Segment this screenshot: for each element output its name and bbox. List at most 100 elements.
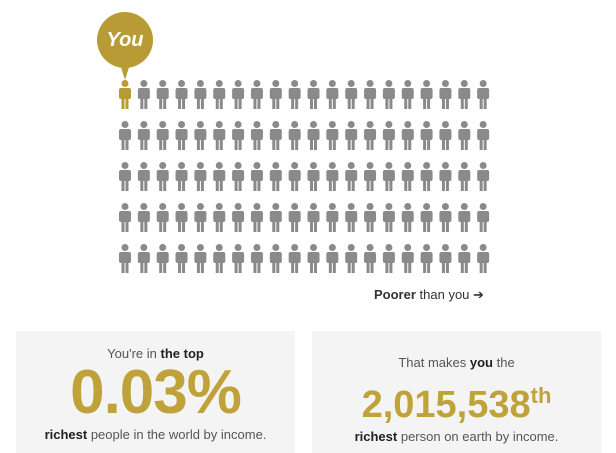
person-icon [194, 162, 207, 191]
person-icon [439, 162, 452, 191]
person-icon [420, 80, 433, 109]
rank-intro: That makes you the [398, 355, 515, 370]
person-icon [213, 121, 226, 150]
you-marker-bubble: You [97, 12, 153, 80]
person-icon [345, 80, 358, 109]
rank-value: 2,015,538th [361, 383, 552, 426]
person-icon [194, 203, 207, 232]
person-icon [288, 244, 301, 273]
person-icon [119, 121, 131, 150]
person-icon [250, 162, 263, 191]
person-icon [345, 162, 358, 191]
poorer-bold: Poorer [374, 287, 416, 302]
person-icon [364, 121, 377, 150]
person-icon [288, 80, 301, 109]
person-icon [401, 244, 414, 273]
person-icon [175, 80, 188, 109]
person-icon [477, 121, 490, 150]
person-icon [175, 121, 188, 150]
arrow-right-icon: ➔ [473, 287, 484, 302]
person-icon [156, 121, 169, 150]
person-icon [175, 162, 188, 191]
person-icon [232, 121, 245, 150]
people-grid [119, 80, 490, 273]
person-icon [439, 80, 452, 109]
person-icon [307, 80, 320, 109]
person-icon [119, 244, 131, 273]
person-icon [477, 203, 490, 232]
person-icon [326, 244, 339, 273]
person-icon [156, 244, 169, 273]
person-icon [307, 203, 320, 232]
person-icon [382, 121, 395, 150]
person-icon [382, 203, 395, 232]
top-percent-caption: richest people in the world by income. [44, 427, 267, 442]
person-icon [382, 80, 395, 109]
person-icon [401, 203, 414, 232]
person-icon [477, 162, 490, 191]
person-icon [119, 80, 131, 109]
person-icon [137, 80, 150, 109]
person-icon [439, 203, 452, 232]
person-icon [156, 162, 169, 191]
person-icon [137, 162, 150, 191]
poorer-than-you-label: Poorer than you ➔ [374, 287, 484, 303]
top-percent-value: 0.03% [70, 358, 242, 427]
person-icon [345, 121, 358, 150]
person-icon [137, 244, 150, 273]
person-icon [232, 203, 245, 232]
person-icon [213, 203, 226, 232]
person-icon [307, 121, 320, 150]
person-icon [250, 244, 263, 273]
person-icon [401, 80, 414, 109]
person-icon [477, 244, 490, 273]
person-icon [326, 162, 339, 191]
person-icon [213, 162, 226, 191]
person-icon [269, 162, 282, 191]
person-icon [213, 244, 226, 273]
person-icon [420, 244, 433, 273]
person-icon [269, 203, 282, 232]
person-icon [401, 121, 414, 150]
person-icon [156, 203, 169, 232]
rank-card: That makes you the 2,015,538th richest p… [312, 331, 601, 453]
person-icon [119, 203, 131, 232]
person-icon [458, 244, 471, 273]
person-icon [137, 203, 150, 232]
person-icon [345, 244, 358, 273]
person-icon [326, 80, 339, 109]
person-icon [175, 244, 188, 273]
person-icon [119, 162, 131, 191]
person-icon [288, 203, 301, 232]
person-icon [477, 80, 490, 109]
person-icon [307, 162, 320, 191]
person-icon [250, 121, 263, 150]
person-icon [458, 121, 471, 150]
person-icon [345, 203, 358, 232]
person-icon [269, 80, 282, 109]
person-icon [194, 80, 207, 109]
person-icon [458, 162, 471, 191]
person-icon [250, 80, 263, 109]
person-icon [439, 244, 452, 273]
person-icon [458, 80, 471, 109]
person-icon [269, 244, 282, 273]
person-icon [175, 203, 188, 232]
rank-caption: richest person on earth by income. [354, 429, 559, 444]
person-icon [232, 244, 245, 273]
person-icon [439, 121, 452, 150]
person-icon [232, 80, 245, 109]
you-label: You [106, 28, 144, 51]
person-icon [401, 162, 414, 191]
poorer-rest: than you [419, 287, 470, 302]
person-icon [156, 80, 169, 109]
person-icon [194, 244, 207, 273]
person-icon [269, 121, 282, 150]
person-icon [326, 121, 339, 150]
top-percent-intro: You're in the top [107, 346, 204, 361]
person-icon [420, 203, 433, 232]
person-icon [137, 121, 150, 150]
person-icon [458, 203, 471, 232]
person-icon [364, 162, 377, 191]
person-icon [232, 162, 245, 191]
